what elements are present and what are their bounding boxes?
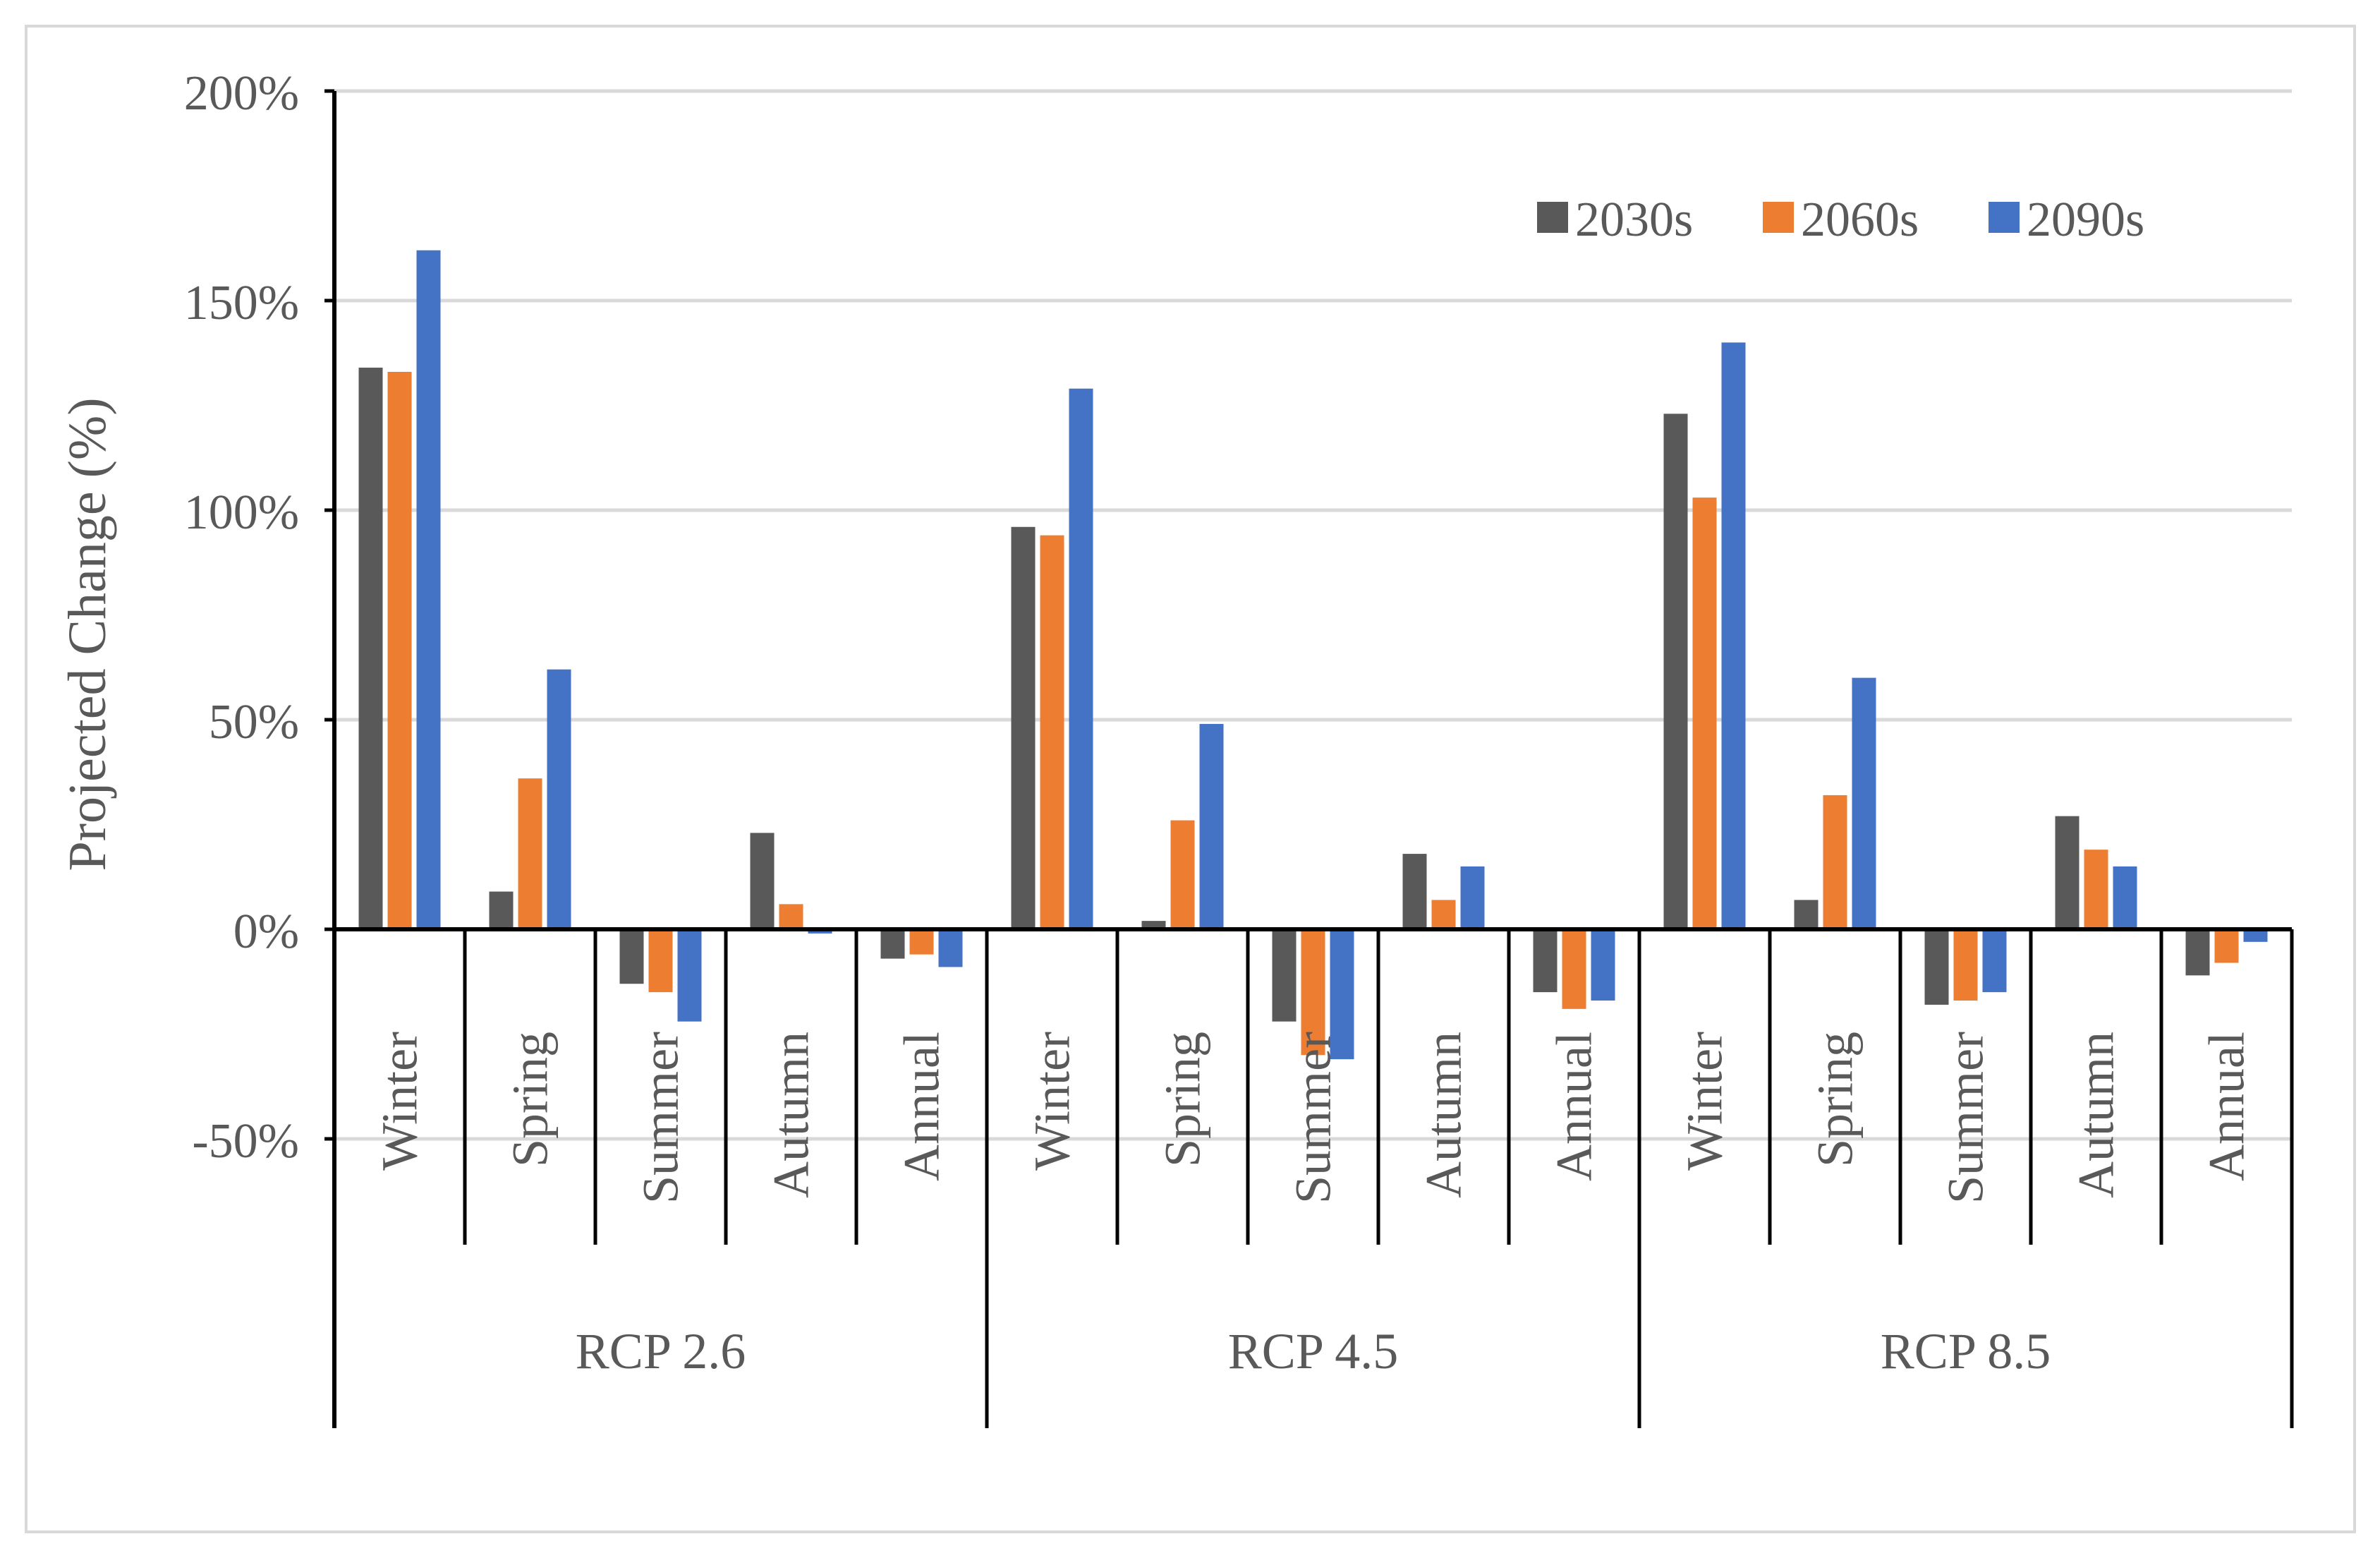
category-label: Annual	[894, 1032, 950, 1181]
category-label: Spring	[1807, 1032, 1864, 1167]
category-label: Autumn	[763, 1032, 820, 1198]
gridlines	[334, 89, 2292, 1141]
group-label: RCP 4.5	[1228, 1323, 1398, 1379]
legend-label-2090s: 2090s	[2027, 193, 2144, 247]
bar-2060s-RCP85-winter	[1692, 497, 1717, 929]
bar-2090s-RCP85-annual	[2243, 929, 2268, 942]
legend: 2030s 2060s 2090s	[1537, 193, 2144, 247]
category-label: Winter	[372, 1032, 428, 1171]
group-label: RCP 2.6	[576, 1323, 746, 1379]
bar-2060s-RCP26-autumn	[779, 904, 803, 929]
bar-2060s-RCP45-summer	[1301, 929, 1325, 1056]
y-axis-ticks: -50% 0% 50% 100% 150% 200%	[184, 66, 334, 1168]
bar-2090s-RCP45-autumn	[1460, 866, 1485, 929]
bar-2060s-RCP26-winter	[387, 371, 412, 929]
group-label: RCP 8.5	[1881, 1323, 2051, 1379]
category-label: Spring	[502, 1032, 559, 1167]
bar-2060s-RCP85-summer	[1953, 929, 1978, 1001]
bar-2060s-RCP45-annual	[1562, 929, 1586, 1009]
y-tick-label: 200%	[184, 66, 299, 121]
bar-chart: -50% 0% 50% 100% 150% 200% Winter Spring Summer…	[58, 66, 2294, 1428]
bar-2030s-RCP45-annual	[1533, 929, 1558, 993]
bar-2090s-RCP85-summer	[1982, 929, 2007, 993]
legend-label-2030s: 2030s	[1575, 193, 1693, 247]
bar-2060s-RCP26-annual	[909, 929, 934, 955]
bar-2060s-RCP45-winter	[1040, 535, 1064, 929]
bar-2060s-RCP26-spring	[518, 778, 542, 929]
category-label: Autumn	[2068, 1032, 2125, 1198]
x-category-labels: Winter Spring Summer Autumn Annual Winter Spri…	[372, 1032, 2255, 1204]
bar-2030s-RCP26-spring	[489, 891, 514, 929]
bar-2030s-RCP45-winter	[1011, 526, 1036, 929]
axes	[332, 91, 2294, 1428]
y-tick-label: 100%	[184, 485, 299, 540]
bar-2090s-RCP85-winter	[1721, 342, 1746, 929]
y-tick-label: 150%	[184, 276, 299, 330]
category-label: Winter	[1024, 1032, 1081, 1171]
category-label: Autumn	[1416, 1032, 1472, 1198]
bar-2090s-RCP26-summer	[677, 929, 702, 1022]
bar-2090s-RCP85-autumn	[2113, 866, 2137, 929]
bar-2030s-RCP26-annual	[880, 929, 905, 959]
bar-2030s-RCP85-spring	[1794, 900, 1819, 929]
bar-2090s-RCP45-spring	[1199, 723, 1224, 929]
bar-2060s-RCP85-spring	[1823, 795, 1847, 929]
category-label: Annual	[1546, 1032, 1603, 1181]
legend-swatch-2060s	[1763, 202, 1794, 233]
bar-2090s-RCP45-annual	[1591, 929, 1615, 1001]
bar-2090s-RCP45-winter	[1069, 388, 1093, 929]
y-tick-label: 50%	[209, 695, 299, 749]
bar-2030s-RCP45-spring	[1141, 921, 1166, 929]
bar-2090s-RCP26-spring	[547, 669, 571, 929]
bar-2060s-RCP45-spring	[1170, 820, 1195, 929]
y-tick-label: 0%	[233, 905, 299, 959]
bar-2030s-RCP45-autumn	[1402, 854, 1427, 929]
chart-frame: -50% 0% 50% 100% 150% 200% Winter Spring Summer…	[25, 25, 2356, 1533]
y-tick-label: -50%	[192, 1114, 299, 1168]
x-group-labels: RCP 2.6 RCP 4.5 RCP 8.5	[576, 1323, 2051, 1379]
bar-2090s-RCP45-summer	[1330, 929, 1354, 1060]
bar-2030s-RCP26-summer	[619, 929, 644, 984]
category-label: Summer	[1938, 1032, 1994, 1204]
bar-2060s-RCP45-autumn	[1431, 900, 1456, 929]
bar-2090s-RCP26-annual	[938, 929, 963, 967]
category-label: Summer	[1285, 1032, 1342, 1204]
bar-2030s-RCP45-summer	[1272, 929, 1297, 1022]
legend-label-2060s: 2060s	[1801, 193, 1919, 247]
y-axis-label: Projected Change (%)	[58, 397, 117, 871]
legend-swatch-2030s	[1537, 202, 1568, 233]
category-label: Annual	[2199, 1032, 2255, 1181]
bar-2030s-RCP26-autumn	[750, 833, 775, 929]
bar-2030s-RCP85-winter	[1663, 413, 1688, 929]
category-label: Spring	[1155, 1032, 1211, 1167]
bar-2060s-RCP85-annual	[2214, 929, 2239, 963]
bars	[358, 250, 2268, 1060]
bar-2090s-RCP85-spring	[1852, 677, 1876, 929]
category-label: Winter	[1677, 1032, 1733, 1171]
bar-2090s-RCP26-winter	[416, 250, 441, 930]
bar-2030s-RCP85-autumn	[2055, 816, 2080, 929]
category-label: Summer	[633, 1032, 689, 1204]
legend-swatch-2090s	[1989, 202, 2020, 233]
bar-2060s-RCP26-summer	[648, 929, 673, 993]
bar-2060s-RCP85-autumn	[2084, 850, 2108, 929]
bar-2030s-RCP85-annual	[2185, 929, 2210, 976]
bar-2030s-RCP85-summer	[1924, 929, 1949, 1005]
bar-2030s-RCP26-winter	[358, 368, 383, 929]
